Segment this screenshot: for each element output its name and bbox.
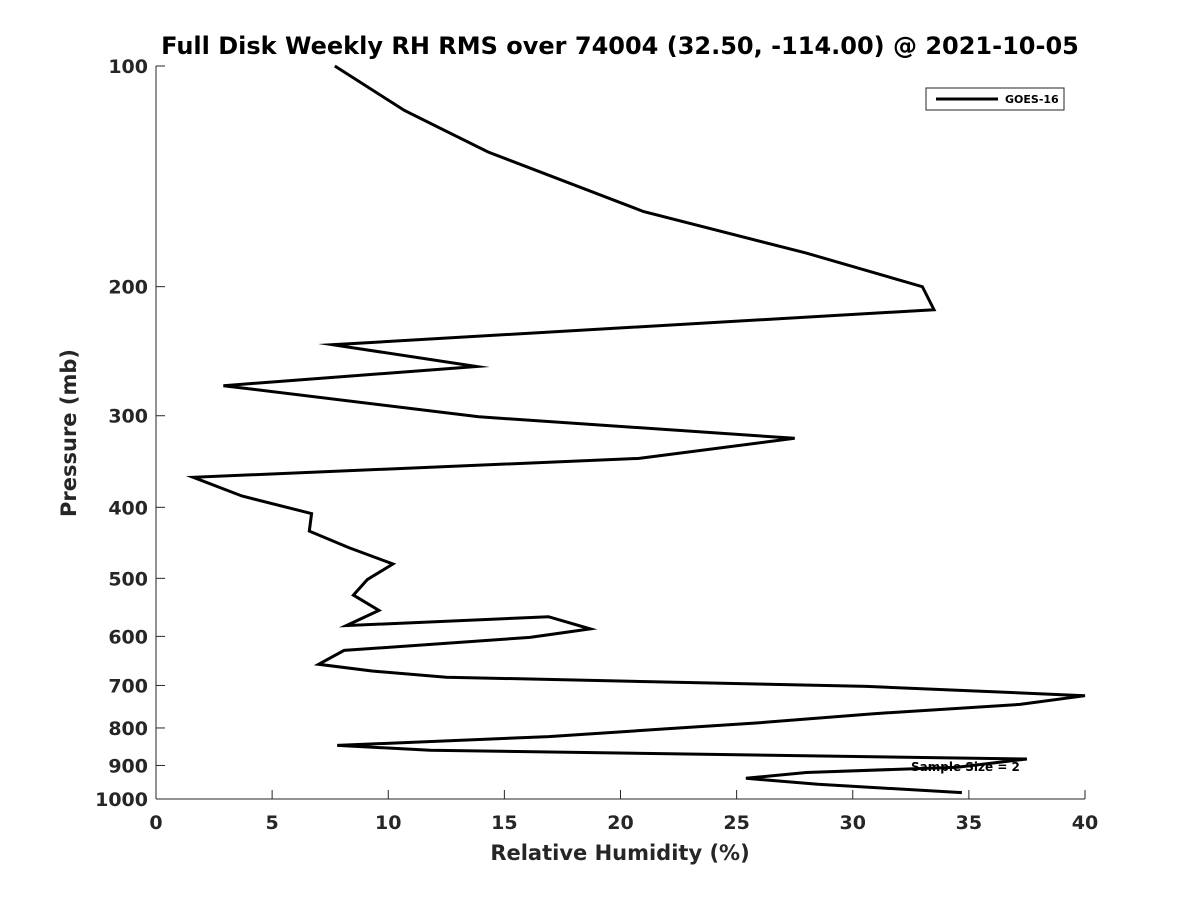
x-tick-label: 25 [723,812,749,834]
y-tick-label: 200 [108,277,148,299]
y-tick-label: 500 [108,568,148,590]
x-axis-label: Relative Humidity (%) [490,841,749,865]
y-tick-label: 600 [108,626,148,648]
y-tick-label: 900 [108,755,148,777]
y-tick-label: 700 [108,675,148,697]
x-tick-label: 15 [491,812,517,834]
y-tick-label: 300 [108,406,148,428]
x-tick-label: 30 [840,812,866,834]
x-tick-label: 35 [956,812,982,834]
y-tick-label: 400 [108,497,148,519]
x-tick-label: 5 [266,812,279,834]
sample-size-annotation: Sample Size = 2 [911,760,1020,774]
axes: 0 5 10 15 20 25 30 35 40 100 200 300 400 500 600 700 800… [95,56,1098,834]
x-tick-label: 0 [149,812,162,834]
series-line-goes-16 [185,64,1086,795]
y-axis-label: Pressure (mb) [57,349,81,517]
legend-entry-label: GOES-16 [1005,93,1059,106]
x-tick-label: 20 [607,812,633,834]
y-tick-label: 800 [108,718,148,740]
chart-title: Full Disk Weekly RH RMS over 74004 (32.5… [161,32,1079,60]
x-tick-label: 40 [1072,812,1098,834]
series-layer [185,64,1086,795]
x-tick-label: 10 [375,812,401,834]
legend: GOES-16 [925,87,1065,111]
y-tick-label: 100 [108,56,148,78]
y-tick-label: 1000 [95,789,148,811]
